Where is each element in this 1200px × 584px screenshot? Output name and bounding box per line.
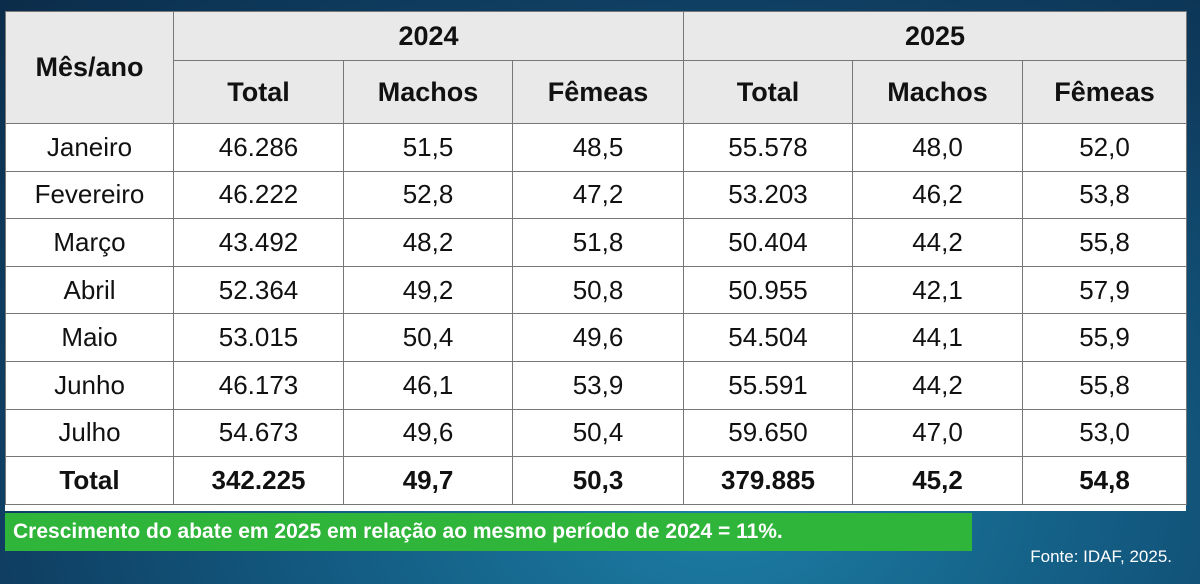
slaughter-table: Mês/ano 2024 2025 Total Machos Fêmeas To… bbox=[5, 11, 1187, 506]
column-header: Total bbox=[173, 60, 344, 124]
value-cell: 55.591 bbox=[683, 360, 853, 410]
table-row: Março 43.492 48,2 51,8 50.404 44,2 55,8 bbox=[5, 218, 1187, 267]
data-table-container: Mês/ano 2024 2025 Total Machos Fêmeas To… bbox=[5, 11, 1187, 511]
value-cell: 52.364 bbox=[173, 265, 344, 315]
value-cell: 55,9 bbox=[1022, 313, 1187, 362]
table-row: Julho 54.673 49,6 50,4 59.650 47,0 53,0 bbox=[5, 408, 1187, 458]
year-header-2024: 2024 bbox=[173, 11, 684, 61]
column-header: Machos bbox=[343, 60, 513, 124]
table-row: Fevereiro 46.222 52,8 47,2 53.203 46,2 5… bbox=[5, 170, 1187, 220]
total-row: Total 342.225 49,7 50,3 379.885 45,2 54,… bbox=[5, 456, 1187, 506]
value-cell: 49,6 bbox=[343, 408, 513, 458]
column-header: Fêmeas bbox=[512, 60, 684, 124]
column-header: Fêmeas bbox=[1022, 60, 1187, 124]
value-cell: 53,8 bbox=[1022, 170, 1187, 220]
value-cell: 55.578 bbox=[683, 123, 853, 172]
table-row: Maio 53.015 50,4 49,6 54.504 44,1 55,9 bbox=[5, 313, 1187, 362]
value-cell: 52,0 bbox=[1022, 123, 1187, 172]
value-cell: 42,1 bbox=[852, 265, 1023, 315]
value-cell: 49,2 bbox=[343, 265, 513, 315]
value-cell: 48,5 bbox=[512, 123, 684, 172]
column-header: Total bbox=[683, 60, 853, 124]
month-cell: Março bbox=[5, 218, 174, 267]
total-value-cell: 45,2 bbox=[852, 456, 1023, 506]
month-cell: Abril bbox=[5, 265, 174, 315]
table-row: Junho 46.173 46,1 53,9 55.591 44,2 55,8 bbox=[5, 360, 1187, 410]
value-cell: 53,9 bbox=[512, 360, 684, 410]
value-cell: 54.673 bbox=[173, 408, 344, 458]
value-cell: 48,2 bbox=[343, 218, 513, 267]
total-label-cell: Total bbox=[5, 456, 174, 506]
total-value-cell: 54,8 bbox=[1022, 456, 1187, 506]
value-cell: 53,0 bbox=[1022, 408, 1187, 458]
value-cell: 44,2 bbox=[852, 218, 1023, 267]
month-cell: Junho bbox=[5, 360, 174, 410]
value-cell: 46.222 bbox=[173, 170, 344, 220]
value-cell: 49,6 bbox=[512, 313, 684, 362]
value-cell: 43.492 bbox=[173, 218, 344, 267]
total-value-cell: 342.225 bbox=[173, 456, 344, 506]
value-cell: 50.955 bbox=[683, 265, 853, 315]
value-cell: 53.015 bbox=[173, 313, 344, 362]
table-row: Abril 52.364 49,2 50,8 50.955 42,1 57,9 bbox=[5, 265, 1187, 315]
table-body: Janeiro 46.286 51,5 48,5 55.578 48,0 52,… bbox=[5, 123, 1187, 506]
value-cell: 57,9 bbox=[1022, 265, 1187, 315]
value-cell: 48,0 bbox=[852, 123, 1023, 172]
header-row-columns: Total Machos Fêmeas Total Machos Fêmeas bbox=[6, 60, 1187, 124]
value-cell: 46.286 bbox=[173, 123, 344, 172]
value-cell: 54.504 bbox=[683, 313, 853, 362]
value-cell: 50,4 bbox=[512, 408, 684, 458]
value-cell: 44,1 bbox=[852, 313, 1023, 362]
month-cell: Fevereiro bbox=[5, 170, 174, 220]
source-note: Fonte: IDAF, 2025. bbox=[1030, 547, 1172, 566]
column-header: Machos bbox=[852, 60, 1023, 124]
total-value-cell: 379.885 bbox=[683, 456, 853, 506]
table-header: Mês/ano 2024 2025 Total Machos Fêmeas To… bbox=[5, 11, 1187, 124]
total-value-cell: 49,7 bbox=[343, 456, 513, 506]
total-value-cell: 50,3 bbox=[512, 456, 684, 506]
value-cell: 50.404 bbox=[683, 218, 853, 267]
value-cell: 51,8 bbox=[512, 218, 684, 267]
value-cell: 46,1 bbox=[343, 360, 513, 410]
month-cell: Julho bbox=[5, 408, 174, 458]
value-cell: 47,2 bbox=[512, 170, 684, 220]
table-row: Janeiro 46.286 51,5 48,5 55.578 48,0 52,… bbox=[5, 123, 1187, 172]
header-row-years: Mês/ano 2024 2025 bbox=[5, 11, 1187, 124]
value-cell: 46.173 bbox=[173, 360, 344, 410]
row-header-cell: Mês/ano bbox=[5, 11, 174, 124]
value-cell: 52,8 bbox=[343, 170, 513, 220]
value-cell: 55,8 bbox=[1022, 360, 1187, 410]
value-cell: 50,8 bbox=[512, 265, 684, 315]
value-cell: 51,5 bbox=[343, 123, 513, 172]
value-cell: 50,4 bbox=[343, 313, 513, 362]
value-cell: 46,2 bbox=[852, 170, 1023, 220]
value-cell: 44,2 bbox=[852, 360, 1023, 410]
value-cell: 47,0 bbox=[852, 408, 1023, 458]
value-cell: 55,8 bbox=[1022, 218, 1187, 267]
growth-banner: Crescimento do abate em 2025 em relação … bbox=[5, 513, 972, 551]
value-cell: 53.203 bbox=[683, 170, 853, 220]
month-cell: Janeiro bbox=[5, 123, 174, 172]
year-header-2025: 2025 bbox=[683, 11, 1187, 61]
value-cell: 59.650 bbox=[683, 408, 853, 458]
month-cell: Maio bbox=[5, 313, 174, 362]
